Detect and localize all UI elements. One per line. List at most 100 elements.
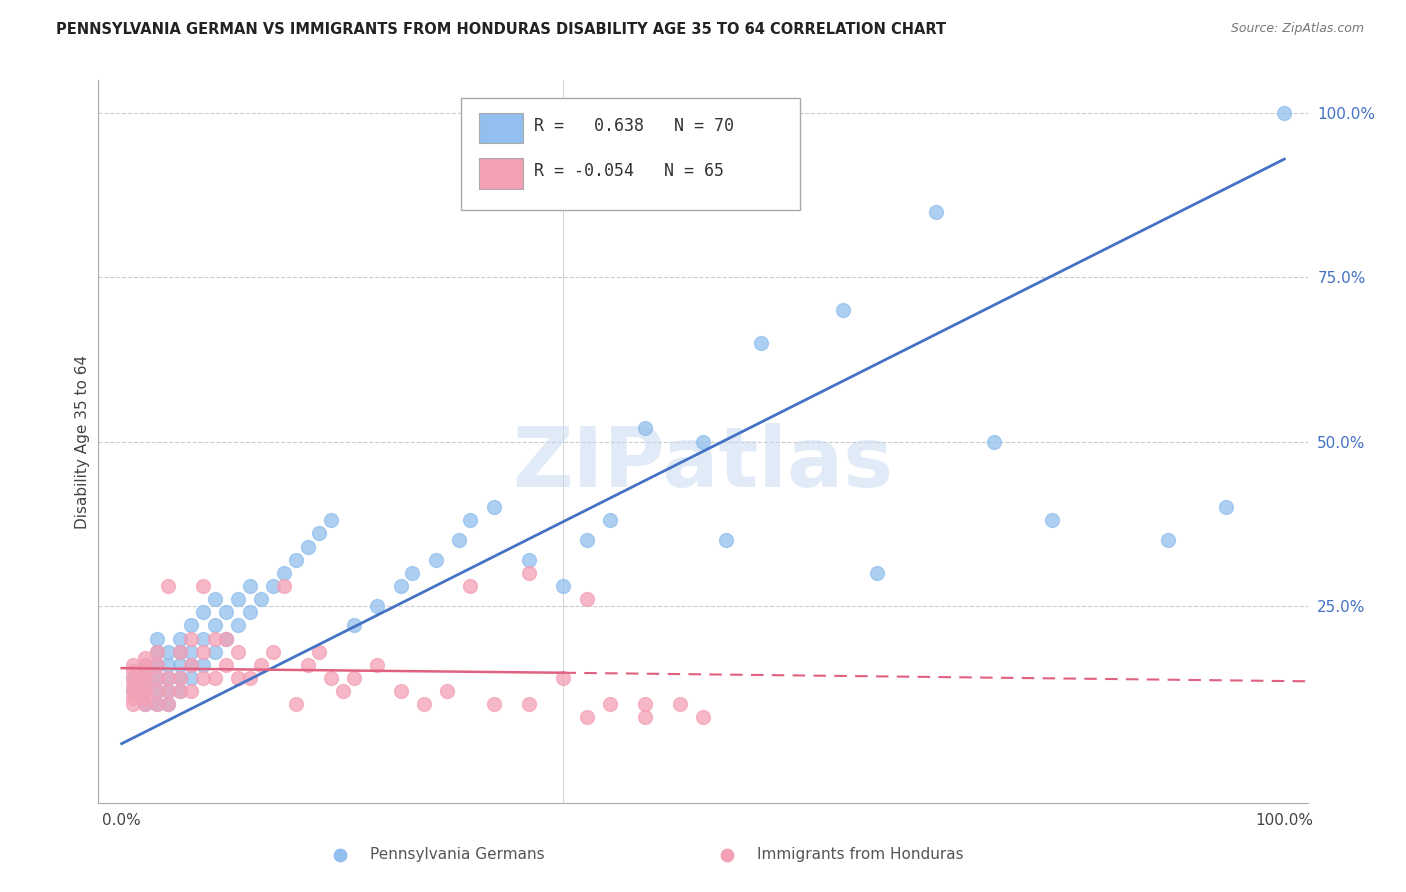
Point [157,684,180,698]
Point [122,684,145,698]
Point [134,651,156,665]
Point [226,618,249,632]
Point [1040,513,1063,527]
Point [1272,106,1295,120]
Point [517,698,540,712]
Text: Source: ZipAtlas.com: Source: ZipAtlas.com [1230,22,1364,36]
Point [134,684,156,698]
Point [285,698,308,712]
Point [134,677,156,691]
Point [215,632,238,646]
Point [343,671,366,685]
Point [308,645,330,659]
Point [460,513,482,527]
Point [215,657,238,672]
Point [180,671,202,685]
Point [145,671,167,685]
Point [145,684,167,698]
Point [401,566,423,580]
Point [157,671,180,685]
Point [191,645,214,659]
Point [250,592,273,607]
Point [134,690,156,705]
Point [239,605,262,619]
FancyBboxPatch shape [479,158,523,189]
Point [122,657,145,672]
Point [575,592,598,607]
Point [134,665,156,679]
Point [180,632,202,646]
Point [297,540,319,554]
Point [1215,500,1237,515]
Point [122,677,145,691]
Point [332,684,354,698]
Point [134,698,156,712]
Point [180,657,202,672]
Point [924,204,946,219]
Point [343,618,366,632]
Point [273,566,295,580]
Point [308,526,330,541]
Point [169,645,191,659]
Point [226,592,249,607]
Point [215,605,238,619]
Point [191,671,214,685]
Point [169,684,191,698]
Text: R =   0.638   N = 70: R = 0.638 N = 70 [534,117,734,135]
Point [169,671,191,685]
Point [122,665,145,679]
Point [180,618,202,632]
Point [145,632,167,646]
Point [145,645,167,659]
Point [447,533,470,547]
Point [191,605,214,619]
Text: ZIPatlas: ZIPatlas [513,423,893,504]
Point [134,665,156,679]
Point [716,810,738,824]
Point [553,579,575,593]
Point [157,698,180,712]
Text: Pennsylvania Germans: Pennsylvania Germans [371,847,546,863]
Point [157,579,180,593]
Point [145,671,167,685]
Point [169,684,191,698]
Point [575,710,598,724]
Point [145,657,167,672]
Point [599,513,621,527]
Point [599,698,621,712]
Point [122,690,145,705]
Point [204,592,226,607]
Point [273,579,295,593]
Point [668,698,690,712]
Point [122,684,145,698]
Point [239,579,262,593]
Point [204,645,226,659]
Point [482,698,505,712]
Point [204,671,226,685]
Point [239,671,262,685]
Point [157,657,180,672]
FancyBboxPatch shape [461,98,800,211]
Text: R = -0.054   N = 65: R = -0.054 N = 65 [534,162,724,180]
Point [297,657,319,672]
Point [204,618,226,632]
Point [122,671,145,685]
Point [319,671,342,685]
Point [180,645,202,659]
Point [180,657,202,672]
Point [145,657,167,672]
Point [692,710,714,724]
Point [262,579,284,593]
Point [692,434,714,449]
Point [425,553,447,567]
Point [285,553,308,567]
Point [122,698,145,712]
Point [169,657,191,672]
Text: PENNSYLVANIA GERMAN VS IMMIGRANTS FROM HONDURAS DISABILITY AGE 35 TO 64 CORRELAT: PENNSYLVANIA GERMAN VS IMMIGRANTS FROM H… [56,22,946,37]
Text: Immigrants from Honduras: Immigrants from Honduras [758,847,965,863]
Point [157,698,180,712]
Point [366,657,388,672]
Point [482,500,505,515]
Point [226,671,249,685]
Point [749,336,772,351]
